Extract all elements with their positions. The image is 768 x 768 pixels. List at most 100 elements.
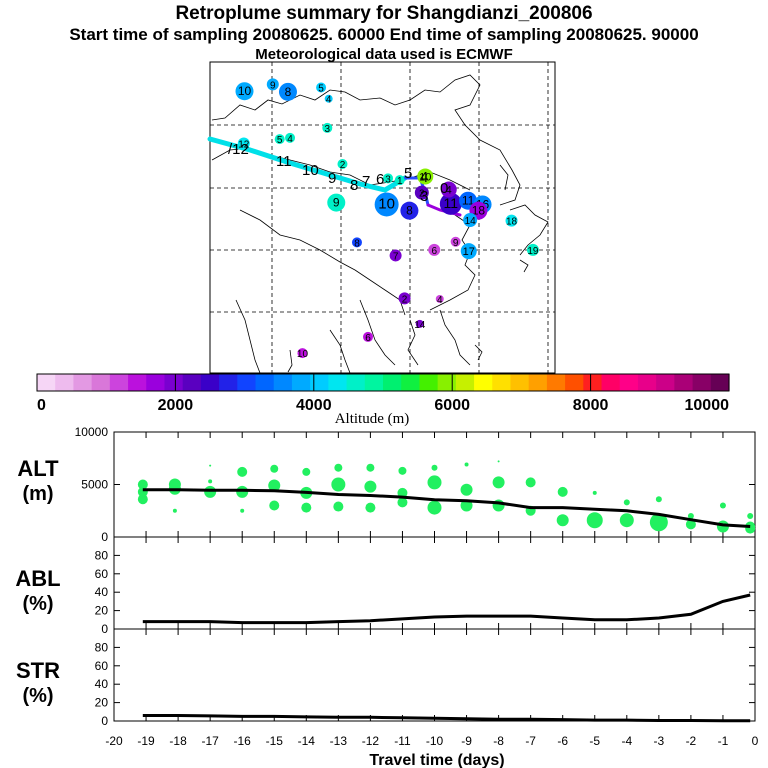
map-cluster-circle [316, 82, 327, 93]
x-tick-label: -13 [330, 734, 348, 748]
map-cluster-label: 18 [472, 204, 486, 218]
map-cluster-circle [237, 137, 250, 150]
map-cluster-circle [526, 243, 539, 256]
map-cluster-circle [374, 192, 399, 217]
map-cluster-circle [505, 214, 518, 227]
map-cluster-label: 5 [277, 135, 283, 146]
map-cluster-circle [400, 201, 419, 220]
map-cluster-label: 9 [270, 80, 276, 91]
map-cluster-circle [440, 181, 457, 198]
map-cluster-label: 8 [354, 238, 360, 249]
y-tick-label: 0 [101, 622, 108, 636]
map-cluster-label: 4 [287, 134, 293, 145]
x-tick-label: -6 [557, 734, 568, 748]
colorbar-cell [109, 374, 129, 391]
map-cluster-circle [460, 243, 477, 260]
map-cluster-circle [266, 78, 279, 91]
colorbar-cell [128, 374, 147, 391]
map-cluster-circle [235, 82, 254, 101]
x-tick-label: -15 [266, 734, 284, 748]
map-cluster-circle [450, 236, 461, 247]
alt-mean-line [142, 488, 751, 528]
map-cluster-label: 14 [414, 320, 426, 331]
map-cluster-circle [363, 331, 374, 342]
colorbar-cell [237, 374, 257, 391]
x-tick-label: -16 [234, 734, 252, 748]
map-cluster-label: 10 [238, 84, 252, 98]
abl-panel-frame [113, 536, 756, 630]
map-cluster-label: 11 [462, 194, 475, 208]
map-cluster-label: 4 [326, 95, 332, 106]
alt-cluster-marker [592, 490, 597, 495]
map-cluster-circle [322, 122, 333, 133]
colorbar-cell [200, 374, 220, 391]
alt-cluster-marker [208, 479, 213, 484]
alt-cluster-marker [269, 500, 280, 511]
svg-text:3: 3 [420, 188, 428, 205]
map-cluster-label: 9 [333, 196, 340, 210]
svg-text:/12: /12 [228, 141, 249, 158]
y-tick-label: 80 [95, 548, 109, 562]
colorbar-cell [637, 374, 657, 391]
alt-panel-label: ALT [17, 456, 59, 481]
alt-cluster-marker [268, 479, 281, 492]
svg-text:9: 9 [328, 170, 336, 187]
map-cluster-label: 7 [393, 251, 399, 262]
map-cluster-circle [327, 193, 346, 212]
alt-cluster-marker [204, 485, 217, 498]
map-panel: 1098543541223110910811241116181418869717… [207, 61, 556, 374]
abl-line [142, 593, 751, 625]
colorbar-cell [528, 374, 548, 391]
abl-x-ticks [113, 537, 756, 629]
colorbar-cell [692, 374, 712, 391]
alt-cluster-marker [497, 460, 500, 463]
colorbar-cell [710, 374, 730, 391]
alt-cluster-marker [685, 519, 696, 530]
colorbar-cell [401, 374, 421, 391]
colorbar-tick-labels: 0 2000 4000 6000 8000 10000 [37, 397, 729, 414]
colorbar-tick-label: 2000 [158, 397, 194, 414]
altitude-colorbar: 0 2000 4000 6000 8000 10000 Altitude (m) [36, 373, 730, 427]
alt-cluster-marker [655, 496, 662, 503]
map-cluster-circle [389, 249, 402, 262]
colorbar-label: Altitude (m) [335, 411, 410, 427]
colorbar-tick-label: 6000 [434, 397, 470, 414]
colorbar-frame [36, 373, 730, 392]
y-tick-label: 40 [95, 677, 109, 691]
trajectory-day-numbers: /12 11 10 9 8 7 6 5 4 3 0 [228, 141, 448, 205]
alt-cluster-marker [649, 513, 668, 532]
map-cluster-circle [463, 212, 478, 227]
abl-panel: ABL (%) 80 60 40 20 0 [15, 536, 756, 636]
x-tick-label: -7 [525, 734, 536, 748]
alt-cluster-marker [556, 514, 569, 527]
colorbar-tick-label: 10000 [685, 397, 730, 414]
alt-cluster-marker [301, 502, 312, 513]
map-cluster-label: 2 [402, 294, 408, 305]
alt-cluster-marker [427, 500, 442, 515]
alt-cluster-marker [431, 464, 438, 471]
abl-panel-unit: (%) [22, 593, 53, 615]
x-tick-label: -9 [461, 734, 472, 748]
colorbar-cell [601, 374, 621, 391]
x-tick-label: 0 [752, 734, 759, 748]
colorbar-cell [455, 374, 475, 391]
alt-cluster-marker [747, 513, 754, 519]
x-tick-label: -18 [169, 734, 187, 748]
alt-cluster-marker [427, 475, 442, 490]
map-cluster-label: 6 [431, 246, 437, 257]
colorbar-cell [273, 374, 293, 391]
y-tick-label: 10000 [75, 425, 109, 439]
colorbar-cell [383, 374, 402, 391]
colorbar-cell [546, 374, 566, 391]
map-cluster-label: 19 [527, 246, 539, 257]
colorbar-tick-label: 0 [37, 397, 46, 414]
map-cluster-label: 1 [397, 176, 403, 187]
alt-cluster-marker [719, 502, 726, 509]
x-tick-label: -20 [105, 734, 123, 748]
colorbar-cell [219, 374, 238, 391]
y-tick-label: 60 [95, 659, 109, 673]
colorbar-cell [419, 374, 439, 391]
colorbar-tick-label: 8000 [573, 397, 609, 414]
colorbar-cell [91, 374, 111, 391]
x-axis-label: Travel time (days) [369, 752, 504, 768]
